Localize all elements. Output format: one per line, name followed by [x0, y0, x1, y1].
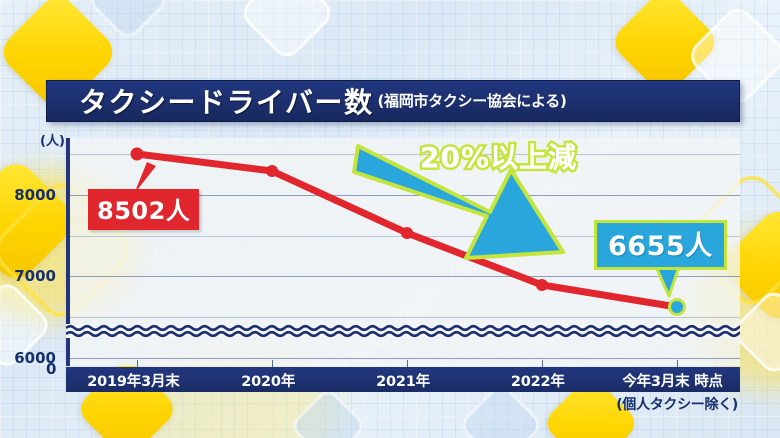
data-point	[401, 227, 413, 239]
page-title-bar: タクシードライバー数 (福岡市タクシー協会による)	[46, 80, 740, 122]
first-value-text: 8502人	[97, 197, 191, 225]
x-axis-category-label: 2020年	[241, 373, 296, 390]
gridline-major	[70, 195, 740, 196]
first-value-callout: 8502人	[88, 189, 200, 230]
page-title: タクシードライバー数	[79, 86, 374, 119]
x-axis-tick	[137, 360, 138, 367]
x-axis-label-bar: 2019年3月末 2020年 2021年 2022年 今年3月末 時点	[66, 368, 740, 392]
y-axis-zero-label: 0	[46, 360, 57, 378]
last-value-callout: 6655人	[594, 220, 727, 270]
data-point	[130, 147, 144, 161]
last-value-text: 6655人	[608, 231, 713, 262]
gridline	[70, 317, 740, 318]
data-point-highlighted	[668, 298, 686, 316]
axis-break-icon	[66, 324, 740, 338]
x-axis-category-label: 2021年	[376, 373, 430, 390]
y-axis-tick-label: 6000	[14, 349, 56, 367]
y-axis-unit-label: (人)	[40, 134, 65, 149]
chart-footnote: (個人タクシー除く)	[616, 397, 738, 413]
decline-annotation: 20%以上減	[420, 141, 578, 174]
x-axis-category-label: 今年3月末 時点	[622, 373, 723, 390]
line-series	[130, 147, 686, 316]
red-callout-leader	[134, 162, 156, 194]
x-axis-tick	[407, 360, 408, 367]
data-point	[266, 165, 278, 177]
y-axis-tick-label: 7000	[14, 267, 56, 285]
x-axis-tick	[542, 360, 543, 367]
x-axis-tick	[272, 360, 273, 367]
gridline-major	[70, 358, 740, 359]
x-axis-category-label: 2022年	[510, 373, 565, 390]
gridline-major	[70, 276, 740, 277]
page-subtitle-source: (福岡市タクシー協会による)	[377, 91, 567, 110]
gridline	[70, 154, 740, 155]
data-point	[536, 279, 548, 291]
down-right-arrow-icon	[352, 144, 565, 260]
x-axis-tick	[677, 360, 678, 367]
decline-annotation-outline: 20%以上減	[417, 139, 578, 177]
y-axis-tick-label: 8000	[14, 186, 56, 204]
x-axis-category-label: 2019年3月末	[87, 373, 180, 390]
